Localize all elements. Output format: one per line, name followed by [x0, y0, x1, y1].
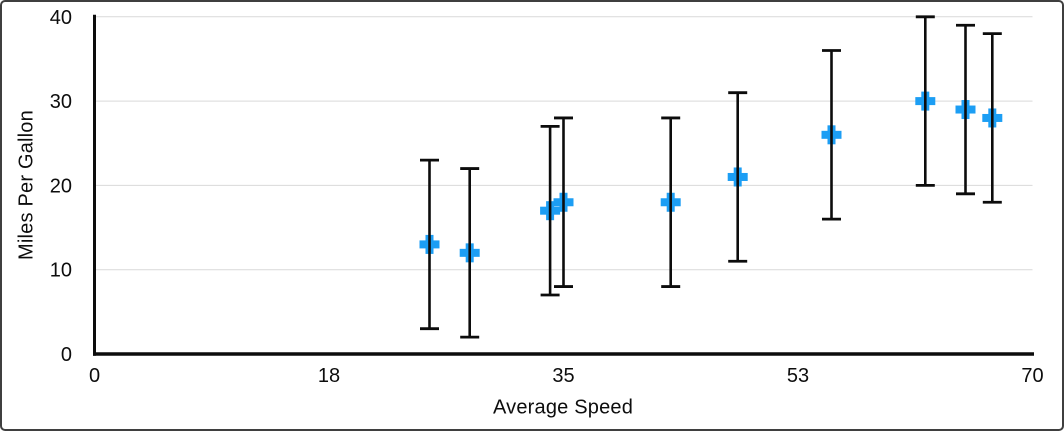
x-tick-label: 70: [1021, 365, 1043, 387]
y-tick-label: 20: [50, 175, 72, 197]
x-tick-label: 0: [89, 365, 100, 387]
y-axis-title: Miles Per Gallon: [15, 110, 38, 260]
y-tick-label: 40: [50, 7, 72, 29]
y-tick-label: 30: [50, 91, 72, 113]
x-tick-label: 18: [318, 365, 340, 387]
x-tick-label: 35: [552, 365, 574, 387]
x-tick-label: 53: [787, 365, 809, 387]
y-tick-label: 0: [61, 344, 72, 366]
x-axis-title: Average Speed: [492, 396, 634, 419]
y-tick-label: 10: [50, 260, 72, 282]
